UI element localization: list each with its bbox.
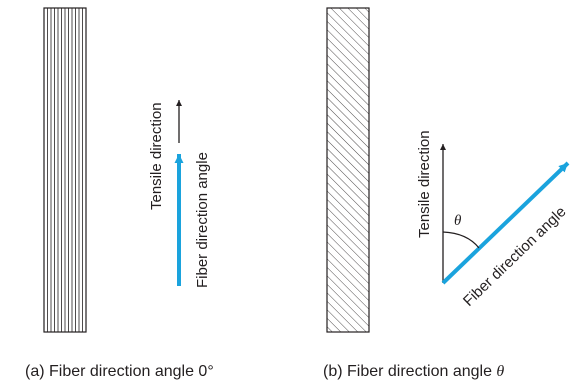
tensile-direction-label-a: Tensile direction (148, 102, 165, 210)
fiber-direction-label-a: Fiber direction angle (194, 152, 211, 288)
specimen-a-vertical-fibers (47, 8, 83, 332)
caption-b-theta: θ (496, 363, 504, 380)
specimen-a-outline (43, 7, 87, 333)
tensile-direction-label-b: Tensile direction (416, 130, 433, 238)
fiber-direction-arrow-b (441, 161, 570, 285)
angle-theta-label: θ (454, 213, 462, 229)
caption-b-prefix: (b) Fiber direction angle (323, 363, 496, 380)
caption-b: (b) Fiber direction angle θ (323, 363, 504, 380)
specimen-b-diagonal-fibers (327, 8, 369, 332)
angle-arc (442, 231, 480, 249)
panel-a: Tensile direction Fiber direction angle … (25, 7, 214, 380)
panel-b: θ Tensile direction Fiber direction angl… (323, 7, 570, 380)
fiber-direction-label-b: Fiber direction angle (460, 203, 570, 310)
caption-a: (a) Fiber direction angle 0° (25, 363, 214, 380)
specimen-b-outline (326, 7, 370, 333)
